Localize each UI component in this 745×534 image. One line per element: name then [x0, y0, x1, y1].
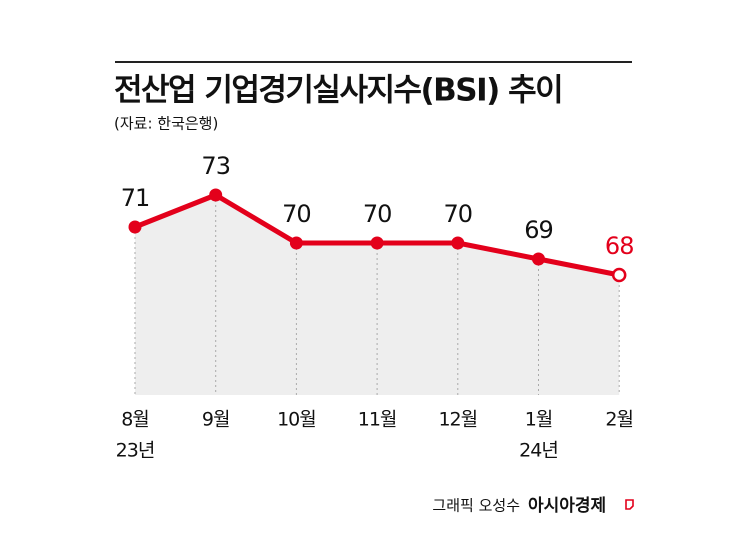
value-label: 68	[605, 232, 634, 260]
x-year-label: 23년	[116, 440, 155, 462]
point	[611, 267, 627, 283]
point	[370, 236, 384, 250]
value-label: 71	[121, 184, 150, 212]
value-label: 73	[201, 152, 230, 180]
point	[451, 236, 465, 250]
value-label: 70	[363, 200, 392, 228]
x-tick-label: 12월	[438, 409, 477, 431]
x-tick-label: 2월	[605, 409, 633, 431]
x-tick-label: 9월	[202, 409, 230, 431]
point	[289, 236, 303, 250]
x-tick-label: 1월	[525, 409, 553, 431]
point	[209, 188, 223, 202]
x-tick-label: 11월	[358, 409, 397, 431]
publisher: 아시아경제	[528, 496, 606, 516]
x-year-label: 24년	[519, 440, 558, 462]
x-tick-label: 8월	[121, 409, 149, 431]
value-label: 70	[282, 200, 311, 228]
credit: 그래픽 오성수	[432, 497, 520, 515]
chart-subtitle: (자료: 한국은행)	[114, 115, 218, 133]
point	[532, 252, 545, 266]
value-label: 70	[444, 200, 473, 228]
chart-title: 전산업 기업경기실사지수(BSI) 추이	[114, 73, 562, 109]
point	[128, 220, 142, 234]
x-tick-label: 10월	[277, 409, 316, 431]
publisher-icon	[625, 499, 634, 510]
value-label: 69	[524, 216, 553, 244]
